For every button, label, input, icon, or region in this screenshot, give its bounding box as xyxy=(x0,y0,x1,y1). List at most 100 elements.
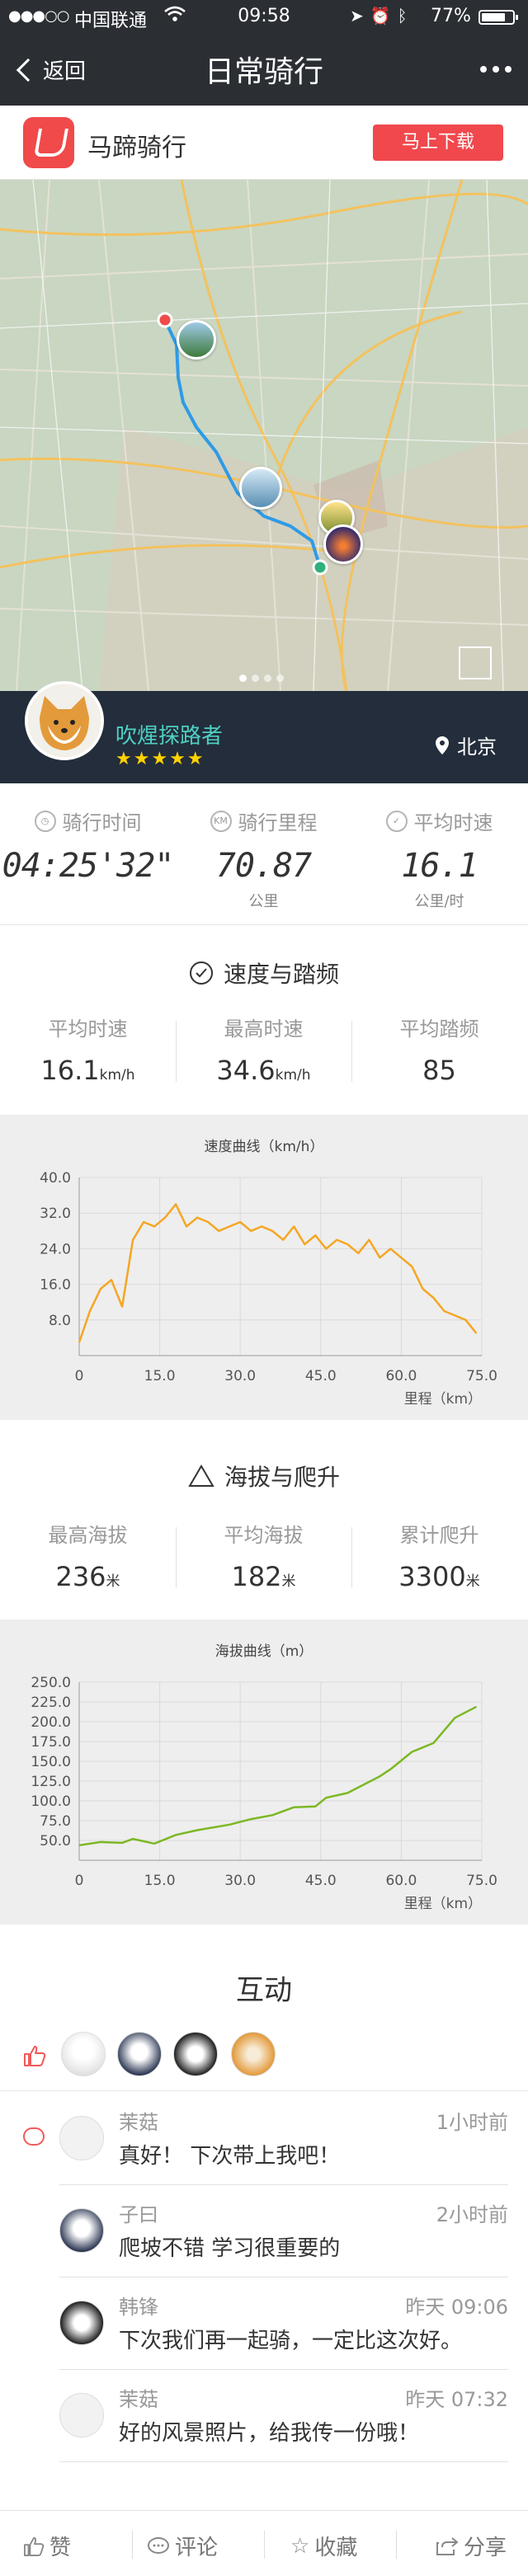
commenter-avatar[interactable] xyxy=(59,2393,104,2437)
x-axis-label: 里程（km） xyxy=(404,1391,482,1408)
comment-icon xyxy=(148,2536,169,2554)
page-title: 日常骑行 xyxy=(204,55,323,89)
comment-item[interactable]: 茉菇 昨天 07:32 好的风景照片，给我传一份哦！ xyxy=(59,2372,508,2462)
x-axis-label: 里程（km） xyxy=(404,1896,482,1912)
mountain-triangle-icon xyxy=(188,1464,214,1487)
summary-label: 平均时速 xyxy=(413,811,493,834)
commenter-name[interactable]: 茉菇 xyxy=(119,2111,158,2134)
divider xyxy=(132,2531,133,2559)
y-tick-label: 150.0 xyxy=(31,1754,71,1770)
more-dot-icon xyxy=(493,66,499,73)
rider-location: 北京 xyxy=(436,731,497,759)
comment-item[interactable]: 茉菇 1小时前 真好！ 下次带上我吧！ xyxy=(59,2094,508,2185)
altitude-chart-svg: 海拔曲线（m） 50.0 75.0 100.0 125.0 150.0 175.0 200.0… xyxy=(31,1643,497,1912)
liker-avatar[interactable] xyxy=(117,2032,162,2076)
y-tick-label: 225.0 xyxy=(31,1695,71,1711)
series-line xyxy=(78,1203,478,1343)
share-button[interactable]: 分享 xyxy=(436,2531,507,2561)
comment-time: 昨天 09:06 xyxy=(405,2296,508,2319)
rider-nickname[interactable]: 吹煋探路者 xyxy=(116,724,224,749)
comment-item[interactable]: 子曰 2小时前 爬坡不错 学习很重要的 xyxy=(59,2187,508,2278)
fullscreen-map-button[interactable] xyxy=(459,646,492,679)
y-tick-label: 175.0 xyxy=(31,1734,71,1751)
commenter-avatar[interactable] xyxy=(59,2208,104,2253)
back-button[interactable]: 返回 xyxy=(16,54,86,85)
check-circle-icon: ✓ xyxy=(385,810,408,832)
route-map[interactable] xyxy=(0,180,528,691)
status-bar: ●●●○○ 中国联通 09:58 ➤⏰ᛒ 77% xyxy=(0,0,528,33)
stat-label: 最高海拔 xyxy=(48,1524,128,1547)
app-download-banner: 马蹄骑行 马上下载 xyxy=(0,106,528,180)
commenter-avatar[interactable] xyxy=(59,2116,104,2160)
section-title-text: 海拔与爬升 xyxy=(224,1464,340,1491)
more-dot-icon xyxy=(505,66,512,73)
route-photo-thumbnail[interactable] xyxy=(239,467,282,510)
liker-avatar[interactable] xyxy=(61,2032,106,2076)
share-icon xyxy=(436,2536,459,2555)
star-icon: ☆ xyxy=(290,2533,310,2559)
battery-percent: 77% xyxy=(431,6,471,26)
divider xyxy=(264,2531,265,2559)
bottom-action-bar: 赞 评论 ☆ 收藏 分享 xyxy=(0,2510,528,2576)
page-dot xyxy=(276,675,284,682)
stat-unit: 米 xyxy=(465,1573,480,1590)
download-button[interactable]: 马上下载 xyxy=(373,125,503,161)
comment-time: 1小时前 xyxy=(436,2111,508,2134)
stat-value: 85 xyxy=(422,1055,456,1086)
x-tick-label: 45.0 xyxy=(305,1873,337,1889)
route-photo-thumbnail[interactable] xyxy=(323,524,363,564)
likes-row xyxy=(0,2025,528,2091)
y-tick-label: 250.0 xyxy=(31,1675,71,1691)
comment-time: 昨天 07:32 xyxy=(405,2388,508,2411)
summary-value: 16.1 xyxy=(401,847,478,885)
altitude-stats: 最高海拔 236米 平均海拔 182米 累计爬升 3300米 xyxy=(0,1519,528,1608)
stat-value: 182 xyxy=(231,1561,282,1592)
wifi-icon xyxy=(163,4,186,31)
more-dot-icon xyxy=(480,66,487,73)
liker-avatar[interactable] xyxy=(231,2032,276,2076)
comment-button[interactable]: 评论 xyxy=(147,2531,218,2561)
commenter-name[interactable]: 茉菇 xyxy=(119,2388,158,2411)
route-start-marker xyxy=(157,312,173,328)
comment-item[interactable]: 韩锋 昨天 09:06 下次我们再一起骑，一定比这次好。 xyxy=(59,2279,508,2370)
route-photo-thumbnail[interactable] xyxy=(177,320,216,360)
app-logo-icon xyxy=(23,117,74,168)
x-tick-label: 30.0 xyxy=(224,1368,256,1384)
x-tick-label: 0 xyxy=(75,1368,84,1384)
favorite-button[interactable]: ☆ 收藏 xyxy=(290,2531,357,2561)
y-tick-label: 75.0 xyxy=(40,1813,71,1830)
rider-info-bar: 吹煋探路者 ★★★★★ 北京 xyxy=(0,681,528,783)
page-dot xyxy=(264,675,271,682)
x-tick-label: 60.0 xyxy=(385,1873,417,1889)
divider xyxy=(176,1527,177,1588)
check-circle-icon xyxy=(189,961,213,985)
more-options-button[interactable] xyxy=(480,66,512,73)
summary-label: 骑行里程 xyxy=(238,811,318,834)
x-tick-label: 75.0 xyxy=(466,1368,497,1384)
stat-label: 平均海拔 xyxy=(224,1524,304,1547)
stat-unit: km/h xyxy=(275,1067,311,1084)
favorite-label: 收藏 xyxy=(314,2536,358,2560)
comment-text: 爬坡不错 学习很重要的 xyxy=(119,2236,341,2261)
commenter-name[interactable]: 子曰 xyxy=(119,2203,158,2226)
commenter-name[interactable]: 韩锋 xyxy=(119,2296,158,2319)
photo-page-indicator xyxy=(239,675,284,682)
y-tick-label: 24.0 xyxy=(40,1241,71,1257)
y-tick-label: 32.0 xyxy=(40,1206,71,1222)
comment-text: 真好！ 下次带上我吧！ xyxy=(119,2144,341,2169)
summary-ride-time: ◷ 骑行时间 04:25'32" xyxy=(0,806,176,885)
liker-avatar[interactable] xyxy=(173,2032,218,2076)
stat-value: 34.6 xyxy=(216,1055,276,1086)
stat-label: 最高时速 xyxy=(224,1018,304,1041)
rider-avatar[interactable] xyxy=(25,681,104,760)
carrier-name: 中国联通 xyxy=(74,11,148,31)
summary-distance: KM 骑行里程 70.87 公里 xyxy=(176,806,351,911)
divider xyxy=(396,2531,397,2559)
stat-max-speed: 最高时速 34.6km/h xyxy=(176,1013,351,1086)
stat-label: 平均时速 xyxy=(48,1018,128,1041)
like-button[interactable]: 赞 xyxy=(23,2531,71,2561)
section-title-text: 速度与踏频 xyxy=(223,961,339,988)
commenter-avatar[interactable] xyxy=(59,2301,104,2345)
x-tick-label: 60.0 xyxy=(385,1368,417,1384)
divider xyxy=(351,1527,352,1588)
